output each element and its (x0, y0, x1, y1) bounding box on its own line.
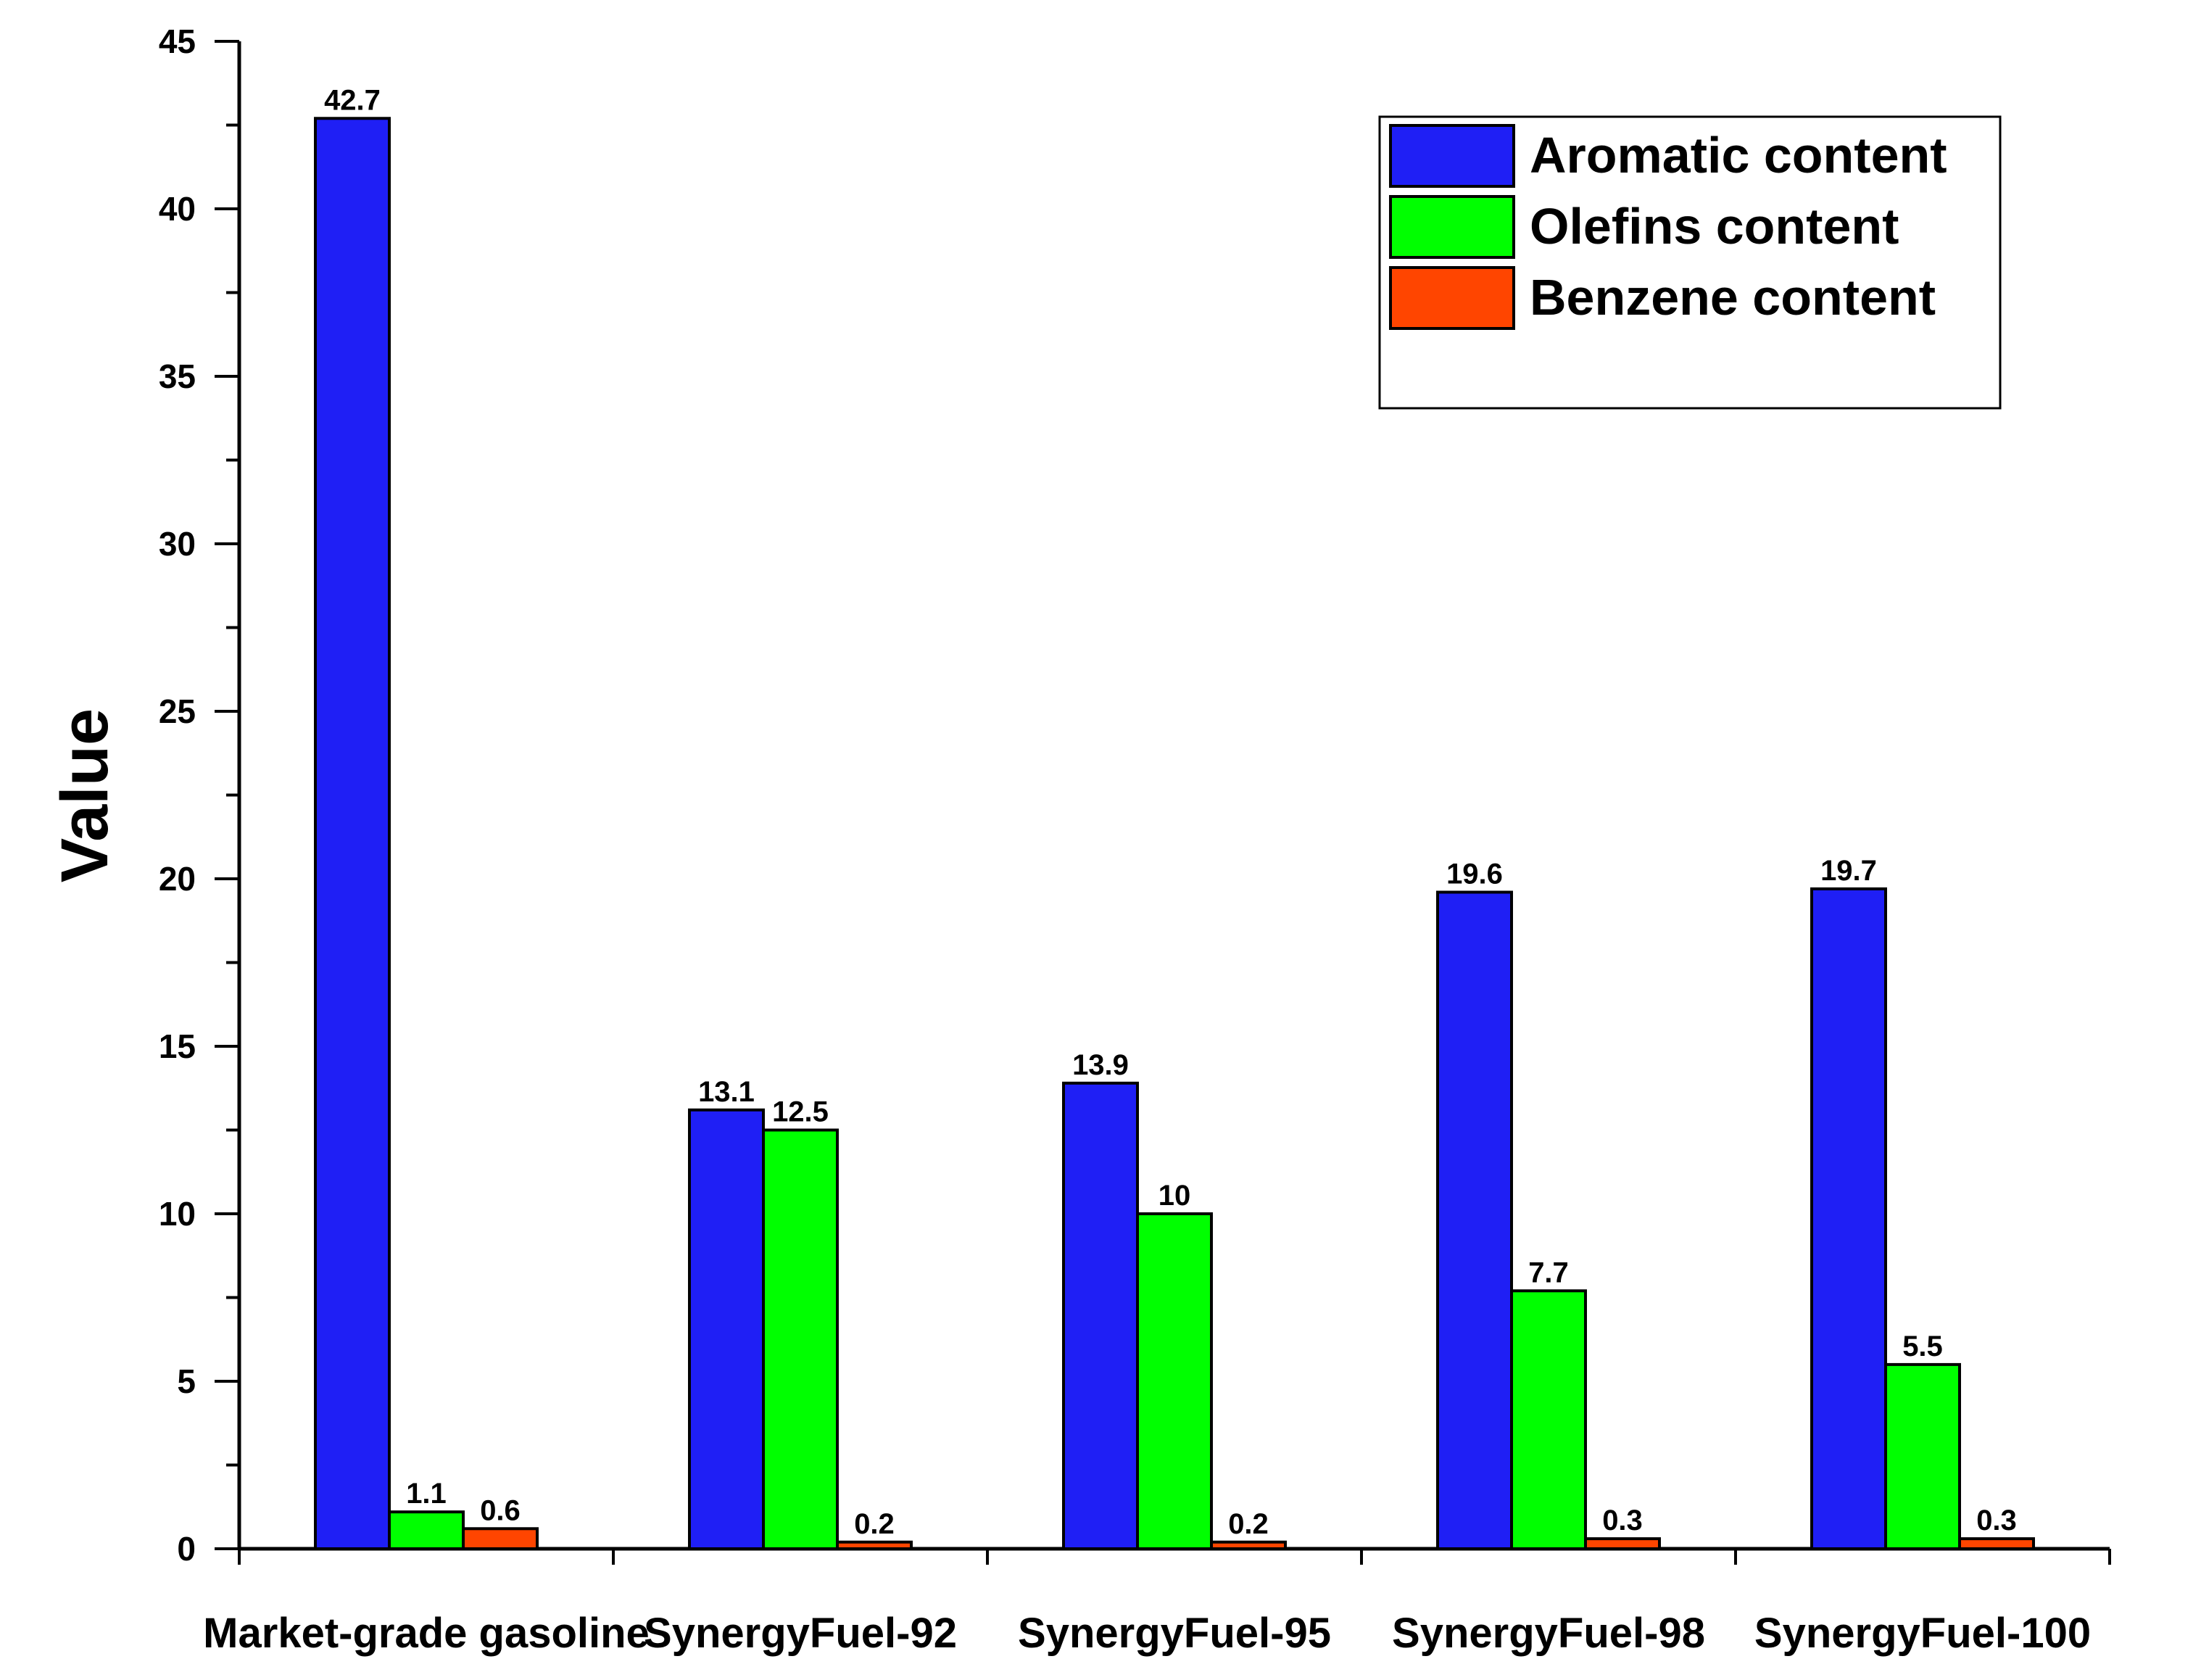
legend-label-benzene-content: Benzene content (1530, 269, 1936, 326)
y-tick-label: 5 (177, 1362, 196, 1400)
data-label: 5.5 (1902, 1331, 1943, 1362)
legend-label-aromatic-content: Aromatic content (1530, 127, 1947, 183)
bar-benzene-content-synergyfuel-98 (1584, 1537, 1661, 1550)
data-label: 42.7 (324, 84, 381, 116)
bar-olefins-content-synergyfuel-92 (762, 1128, 839, 1550)
y-tick-label: 45 (159, 22, 196, 60)
y-axis-title: Value (48, 708, 122, 882)
data-label: 0.2 (854, 1508, 895, 1540)
y-tick-label: 35 (159, 357, 196, 395)
bar-benzene-content-synergyfuel-92 (836, 1540, 913, 1551)
legend-swatch-olefins-content (1389, 195, 1515, 259)
bar-olefins-content-market-grade-gasoline (388, 1510, 465, 1550)
y-tick-label: 30 (159, 525, 196, 563)
bars (314, 117, 2035, 1551)
x-tick-label: SynergyFuel-98 (1392, 1610, 1705, 1657)
bar-aromatic-content-synergyfuel-92 (688, 1108, 765, 1550)
bar-aromatic-content-synergyfuel-100 (1810, 887, 1887, 1550)
y-tick-label: 10 (159, 1195, 196, 1233)
data-label: 7.7 (1528, 1257, 1569, 1288)
data-label: 0.3 (1602, 1505, 1643, 1536)
data-label: 19.7 (1820, 855, 1877, 887)
legend: Aromatic content Olefins content Benzene c… (1378, 115, 2002, 410)
data-label: 1.1 (406, 1478, 447, 1510)
y-tick-label: 40 (159, 190, 196, 228)
bar-benzene-content-market-grade-gasoline (462, 1527, 539, 1551)
y-tick-label: 25 (159, 692, 196, 730)
data-label: 13.1 (698, 1076, 755, 1108)
y-tick-label: 0 (177, 1530, 196, 1568)
bar-olefins-content-synergyfuel-98 (1510, 1289, 1587, 1550)
bar-olefins-content-synergyfuel-100 (1884, 1362, 1961, 1551)
bar-aromatic-content-synergyfuel-95 (1062, 1081, 1139, 1550)
y-tick-label: 15 (159, 1027, 196, 1065)
y-tick-label: 20 (159, 860, 196, 898)
data-label: 0.6 (480, 1494, 521, 1526)
data-label: 19.6 (1446, 858, 1503, 890)
data-label: 0.3 (1976, 1505, 2017, 1536)
x-tick-label: SynergyFuel-95 (1018, 1610, 1331, 1657)
data-label: 13.9 (1072, 1049, 1129, 1081)
bar-benzene-content-synergyfuel-100 (1958, 1537, 2035, 1550)
data-label: 10 (1158, 1180, 1191, 1212)
legend-swatch-aromatic-content (1389, 124, 1515, 188)
x-tick-label: SynergyFuel-92 (644, 1610, 957, 1657)
data-labels: 42.7 1.1 0.6 13.1 12.5 0.2 13.9 10 0.2 19.6 7.7 0.3… (324, 84, 2017, 1540)
data-label: 0.2 (1228, 1508, 1269, 1540)
bar-aromatic-content-synergyfuel-98 (1436, 890, 1513, 1550)
bar-olefins-content-synergyfuel-95 (1136, 1212, 1213, 1550)
data-label: 12.5 (772, 1096, 829, 1128)
legend-swatch-benzene-content (1389, 266, 1515, 330)
bar-benzene-content-synergyfuel-95 (1210, 1540, 1287, 1551)
x-tick-label: Market-grade gasoline (203, 1610, 650, 1657)
bar-aromatic-content-market-grade-gasoline (314, 117, 391, 1550)
x-tick-label: SynergyFuel-100 (1754, 1610, 2091, 1657)
legend-label-olefins-content: Olefins content (1530, 198, 1899, 255)
